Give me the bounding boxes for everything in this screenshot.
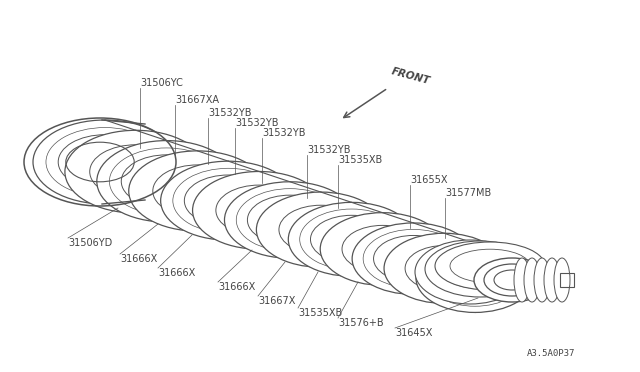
Ellipse shape xyxy=(288,202,415,276)
Text: 31655X: 31655X xyxy=(410,175,447,185)
Ellipse shape xyxy=(97,141,237,222)
Ellipse shape xyxy=(320,213,445,285)
Ellipse shape xyxy=(225,182,356,258)
Text: 31666X: 31666X xyxy=(218,282,255,292)
Text: 31506YD: 31506YD xyxy=(68,238,112,248)
Text: 31667X: 31667X xyxy=(258,296,296,306)
Text: 31535XB: 31535XB xyxy=(298,308,342,318)
Ellipse shape xyxy=(415,240,525,304)
Text: 31535XB: 31535XB xyxy=(338,155,382,165)
Text: 31532YB: 31532YB xyxy=(208,108,252,118)
Ellipse shape xyxy=(484,264,540,296)
Ellipse shape xyxy=(435,242,545,290)
Ellipse shape xyxy=(65,130,207,213)
Text: 31577MB: 31577MB xyxy=(445,188,492,198)
Text: 31666X: 31666X xyxy=(158,268,195,278)
Text: 31532YB: 31532YB xyxy=(307,145,351,155)
Ellipse shape xyxy=(544,258,560,302)
Text: 31645X: 31645X xyxy=(395,328,433,338)
Ellipse shape xyxy=(425,241,535,297)
Ellipse shape xyxy=(352,223,474,294)
Text: 31532YB: 31532YB xyxy=(235,118,278,128)
Ellipse shape xyxy=(416,244,534,312)
Ellipse shape xyxy=(514,258,530,302)
Ellipse shape xyxy=(33,120,177,204)
Ellipse shape xyxy=(494,270,530,290)
Text: 31666X: 31666X xyxy=(120,254,157,264)
Text: A3.5A0P37: A3.5A0P37 xyxy=(527,349,575,358)
Ellipse shape xyxy=(257,192,385,267)
Text: 31532YB: 31532YB xyxy=(262,128,305,138)
Ellipse shape xyxy=(474,258,550,302)
Text: 31667XA: 31667XA xyxy=(175,95,219,105)
Text: FRONT: FRONT xyxy=(390,66,431,86)
Ellipse shape xyxy=(161,161,296,240)
Text: 31506YC: 31506YC xyxy=(140,78,183,88)
Ellipse shape xyxy=(129,151,266,231)
Ellipse shape xyxy=(384,233,504,304)
Ellipse shape xyxy=(193,171,326,249)
Text: 31576+B: 31576+B xyxy=(338,318,383,328)
Ellipse shape xyxy=(534,258,550,302)
Ellipse shape xyxy=(524,258,540,302)
Ellipse shape xyxy=(554,258,570,302)
